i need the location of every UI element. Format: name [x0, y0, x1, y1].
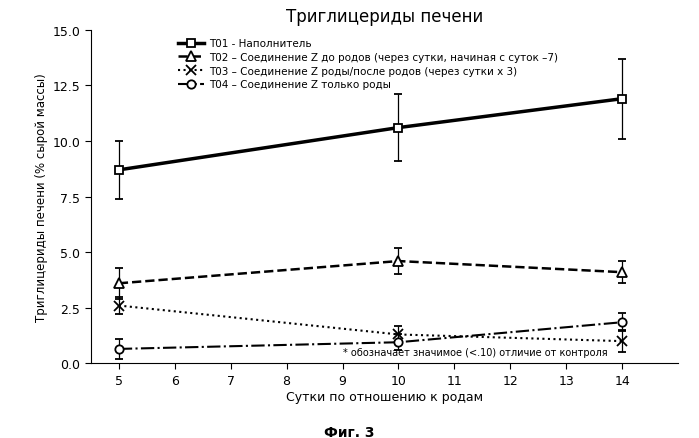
X-axis label: Сутки по отношению к родам: Сутки по отношению к родам [286, 390, 483, 403]
Text: * обозначает значимое (<.10) отличие от контроля: * обозначает значимое (<.10) отличие от … [343, 347, 608, 357]
Y-axis label: Триглицериды печени (% сырой массы): Триглицериды печени (% сырой массы) [36, 73, 48, 321]
Text: Фиг. 3: Фиг. 3 [324, 425, 375, 438]
Title: Триглицериды печени: Триглицериды печени [286, 8, 483, 26]
Legend: T01 - Наполнитель, T02 – Соединение Z до родов (через сутки, начиная с суток –7): T01 - Наполнитель, T02 – Соединение Z до… [178, 39, 559, 90]
